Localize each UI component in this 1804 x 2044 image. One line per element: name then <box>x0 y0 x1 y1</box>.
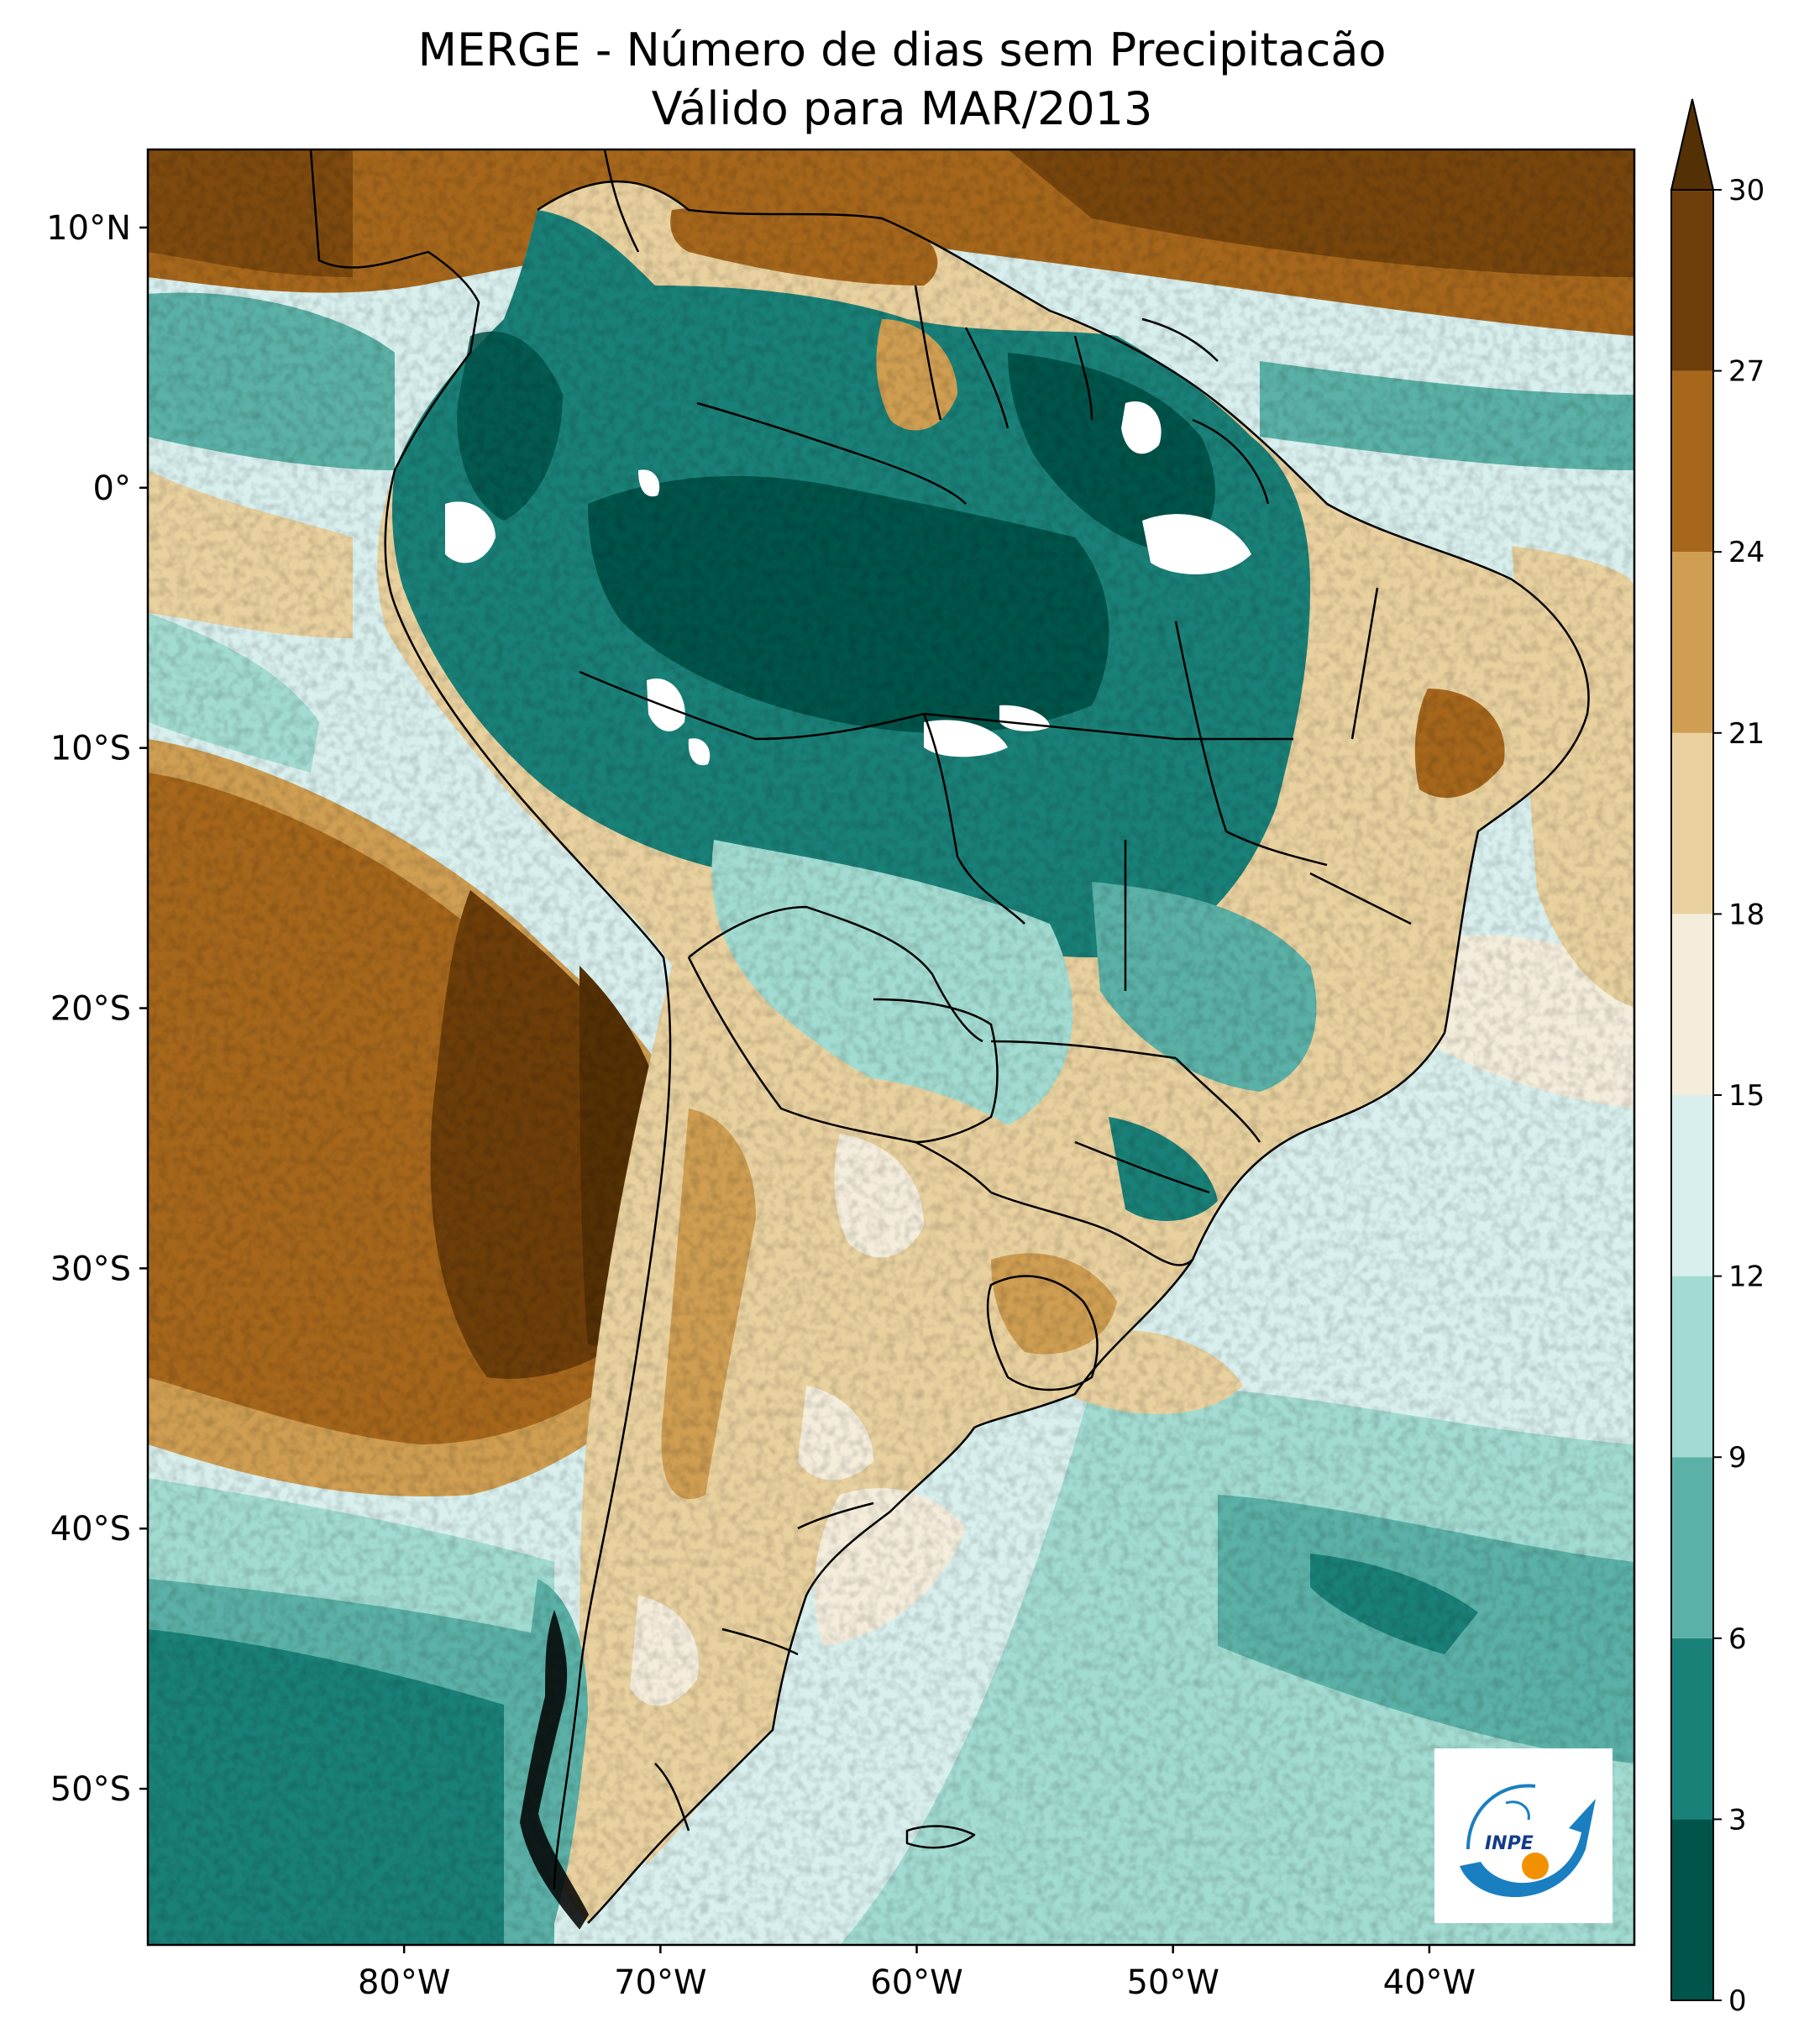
axis-ticks: 80°W 70°W 60°W 50°W 40°W 10°N 0° 10°S 20°S 30°S 40… <box>46 209 1476 2002</box>
colorbar-tick-label: 3 <box>1728 1803 1747 1837</box>
colorbar-segment <box>1671 732 1713 915</box>
y-tick-label: 50°S <box>50 1770 131 1809</box>
inpe-logo-mark: INPE <box>1460 1784 1596 1898</box>
colorbar-tick-label: 0 <box>1728 1984 1747 2018</box>
colorbar-segment <box>1671 1095 1713 1276</box>
colorbar-tick-label: 12 <box>1728 1260 1765 1294</box>
colorbar-segment <box>1671 1276 1713 1458</box>
x-tick-label: 70°W <box>614 1963 706 2002</box>
colorbar-segment <box>1671 1638 1713 1820</box>
colorbar-segment <box>1671 914 1713 1095</box>
colorbar: 0 3 6 9 12 15 18 21 24 27 30 <box>1670 98 1765 2018</box>
colorbar-tick-label: 9 <box>1728 1441 1747 1475</box>
y-tick-label: 20°S <box>50 990 131 1029</box>
colorbar-extend-arrow <box>1670 98 1715 191</box>
precipitation-field <box>148 149 1634 1945</box>
colorbar-segment <box>1671 552 1713 733</box>
y-tick-label: 30°S <box>50 1250 131 1288</box>
y-tick-label: 40°S <box>50 1510 131 1549</box>
inpe-logo: INPE <box>1434 1748 1613 1923</box>
x-tick-label: 80°W <box>358 1963 450 2002</box>
colorbar-segment <box>1671 1457 1713 1638</box>
y-tick-label: 10°S <box>50 730 131 768</box>
colorbar-segment <box>1671 1819 1713 2000</box>
x-tick-label: 60°W <box>870 1963 962 2002</box>
map-frame <box>146 148 1636 1947</box>
map-title: MERGE - Número de dias sem Precipitacão <box>417 24 1387 76</box>
y-tick-label: 10°N <box>46 209 131 248</box>
colorbar-tick-label: 27 <box>1728 355 1765 389</box>
chile-fjords <box>519 1609 590 1930</box>
colorbar-tick-label: 6 <box>1728 1622 1747 1656</box>
y-tick-label: 0° <box>93 469 131 508</box>
x-tick-label: 40°W <box>1383 1963 1476 2002</box>
x-tick-label: 50°W <box>1126 1963 1219 2002</box>
colorbar-segment <box>1671 190 1713 371</box>
colorbar-tick-label: 18 <box>1728 898 1765 931</box>
colorbar-segment <box>1671 370 1713 553</box>
colorbar-tick-label: 15 <box>1728 1079 1765 1113</box>
colorbar-tick-label: 30 <box>1728 174 1765 207</box>
colorbar-tick-label: 24 <box>1728 536 1765 569</box>
map-subtitle: Válido para MAR/2013 <box>651 82 1153 135</box>
country-borders <box>309 149 1590 1924</box>
colorbar-tick-label: 21 <box>1728 717 1765 751</box>
inpe-logo-text: INPE <box>1485 1833 1534 1854</box>
